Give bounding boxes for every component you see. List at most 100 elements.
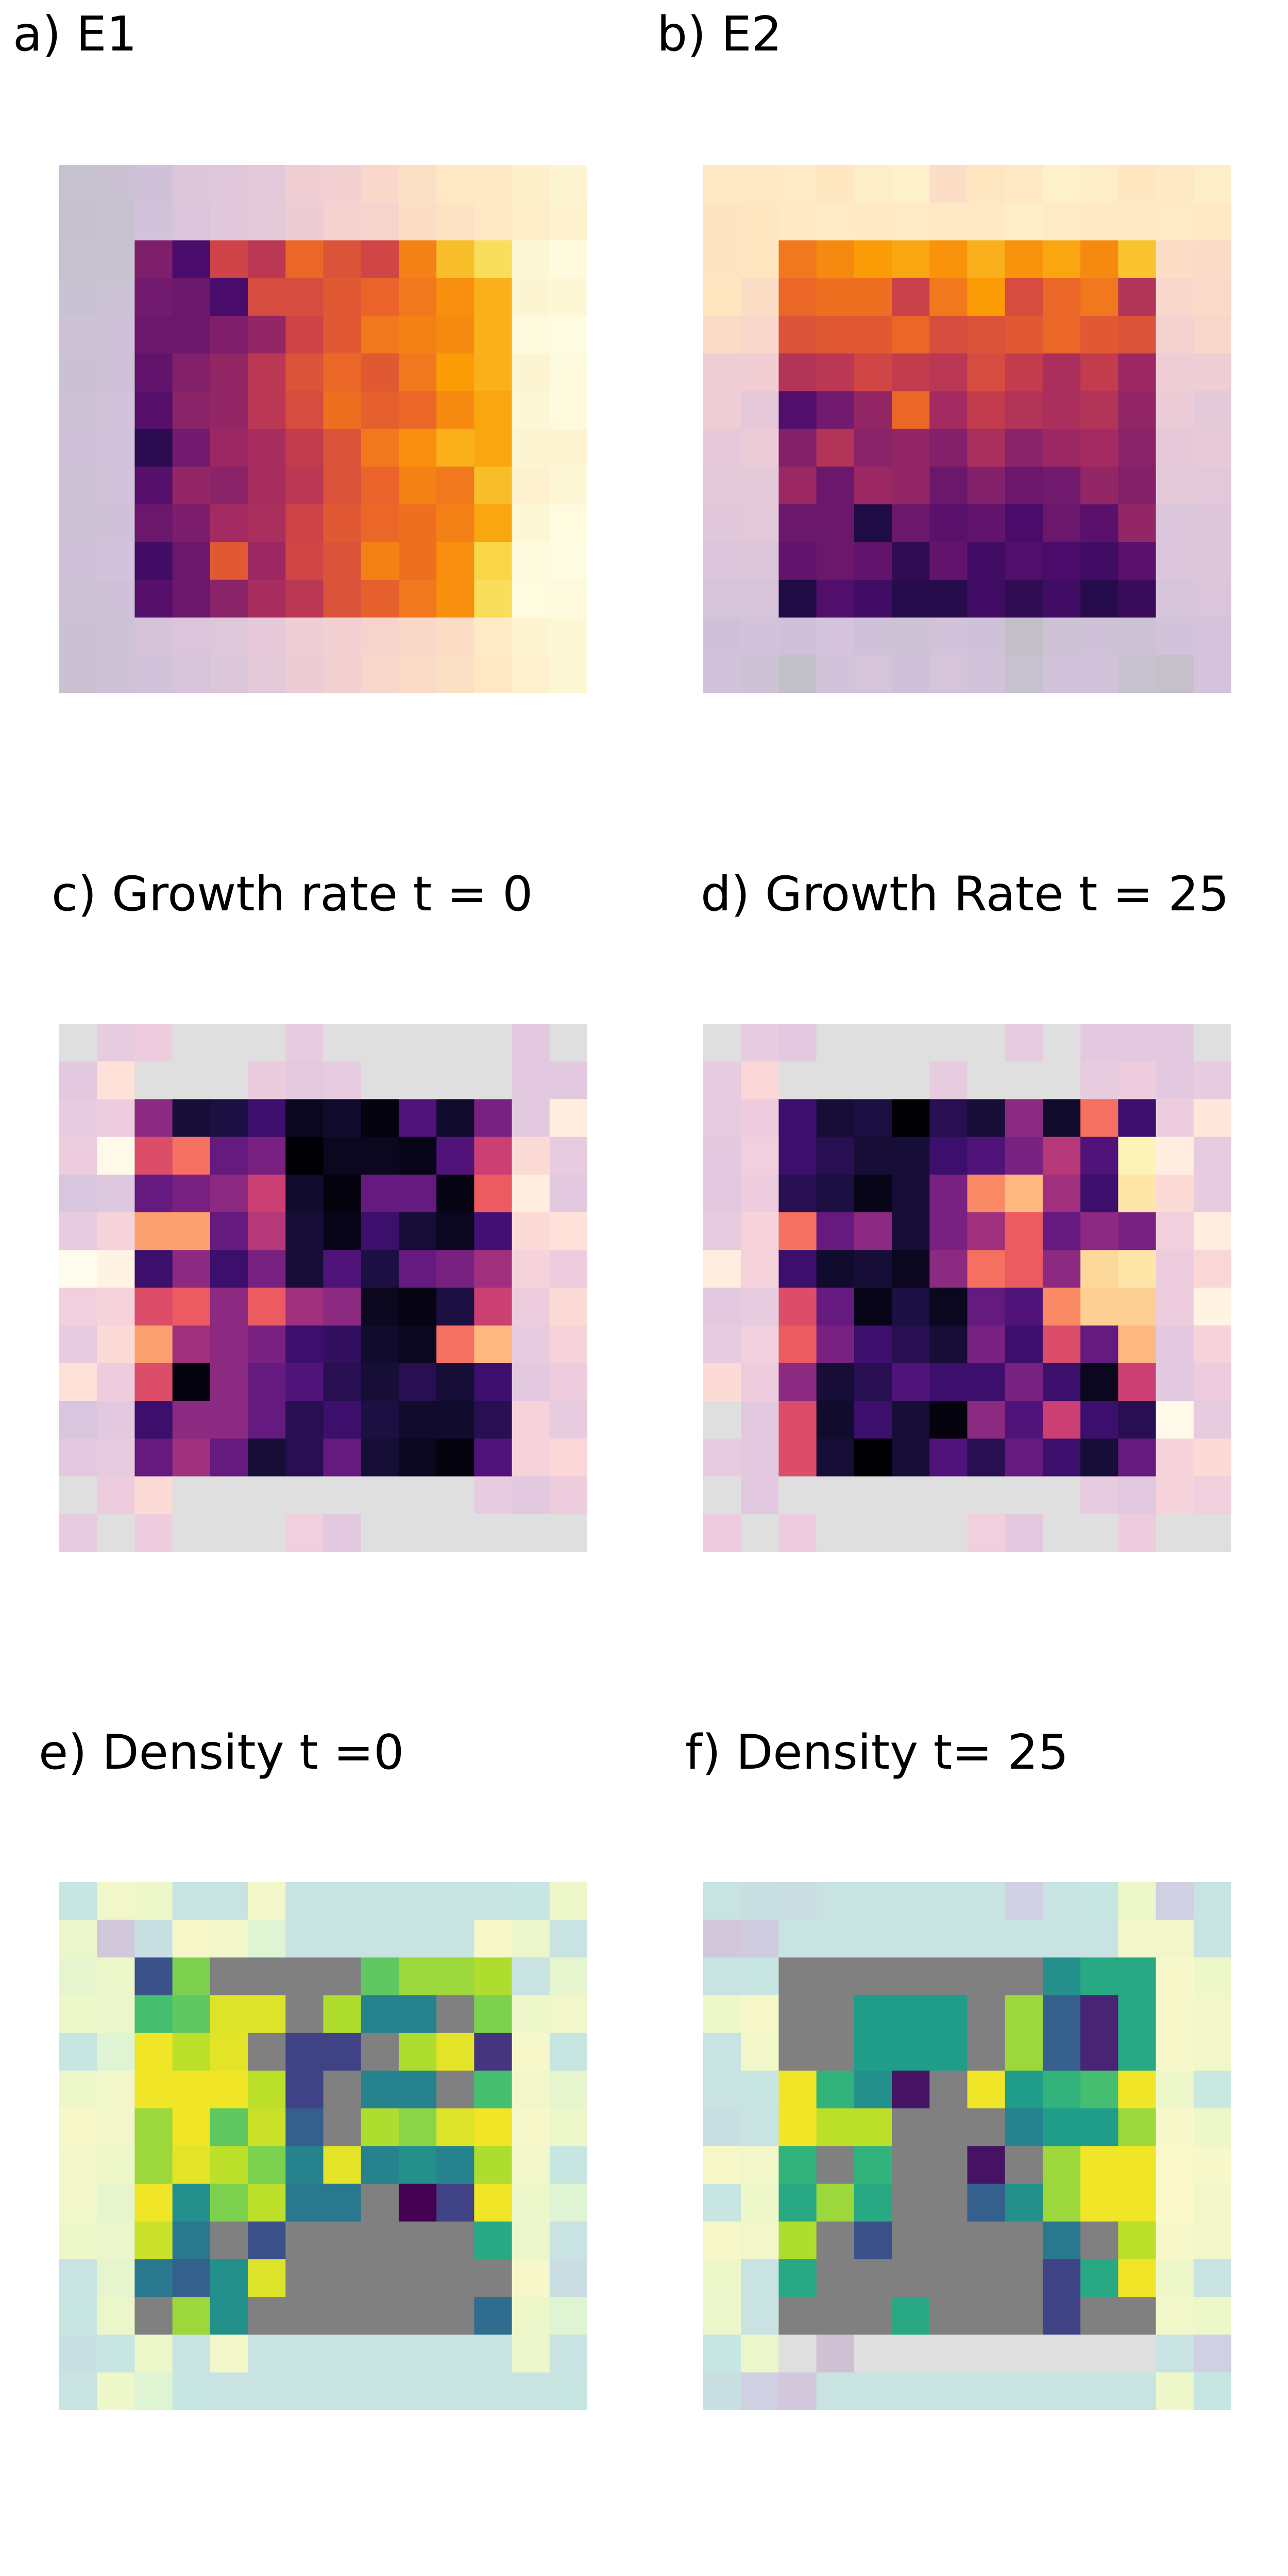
heatmap-cell	[361, 278, 399, 316]
heatmap-cell	[816, 2146, 855, 2184]
heatmap-cell	[210, 466, 248, 505]
heatmap-cell	[967, 2297, 1006, 2335]
heatmap-cell	[323, 391, 362, 430]
padding-cell	[1156, 278, 1194, 316]
panel-growth-rate-t25: d) Growth Rate t = 25	[644, 859, 1288, 1718]
heatmap-cell	[1005, 391, 1043, 430]
heatmap-cell	[929, 2071, 968, 2109]
padding-cell	[1042, 2372, 1081, 2410]
heatmap-cell	[929, 315, 968, 354]
padding-cell	[892, 1061, 930, 1100]
heatmap-cell	[474, 2032, 513, 2071]
heatmap-cell	[854, 1099, 892, 1138]
heatmap-cell	[134, 391, 173, 430]
padding-cell	[59, 1995, 97, 2033]
padding-cell	[248, 1024, 286, 1062]
padding-cell	[1193, 2334, 1231, 2373]
padding-cell	[1156, 1920, 1194, 1958]
heatmap-cell	[134, 1995, 173, 2033]
padding-cell	[741, 1882, 779, 1920]
heatmap-cell	[436, 353, 474, 392]
heatmap-cell	[1118, 466, 1157, 505]
padding-cell	[741, 655, 779, 693]
padding-cell	[436, 1024, 474, 1062]
padding-cell	[1156, 1212, 1194, 1250]
padding-cell	[1156, 2071, 1194, 2109]
heatmap-cell	[1118, 1174, 1157, 1213]
heatmap-cell	[436, 1099, 474, 1138]
heatmap-cell	[172, 1438, 211, 1477]
padding-cell	[778, 1920, 817, 1958]
padding-cell	[1156, 240, 1194, 279]
heatmap-cell	[474, 1363, 513, 1401]
heatmap-cell	[134, 240, 173, 279]
padding-cell	[59, 315, 97, 354]
heatmap-cell	[1080, 2146, 1118, 2184]
padding-cell	[59, 240, 97, 279]
padding-cell	[97, 1212, 135, 1250]
heatmap-cell	[210, 353, 248, 392]
padding-cell	[741, 1325, 779, 1364]
heatmap-cell	[929, 391, 968, 430]
padding-cell	[549, 1061, 587, 1100]
heatmap-cell	[1118, 1250, 1157, 1289]
padding-cell	[172, 1882, 211, 1920]
heatmap-cell	[134, 1438, 173, 1477]
heatmap-cell	[474, 2108, 513, 2147]
padding-cell	[703, 1476, 741, 1515]
heatmap-cell	[172, 1287, 211, 1326]
heatmap-cell	[967, 504, 1006, 543]
padding-cell	[549, 2183, 587, 2222]
padding-cell	[549, 315, 587, 354]
heatmap-cell	[892, 1325, 930, 1364]
padding-cell	[549, 617, 587, 656]
heatmap-cell	[1042, 1438, 1081, 1477]
heatmap-cell	[929, 1099, 968, 1138]
heatmap-cell	[323, 2259, 362, 2297]
padding-cell	[172, 1476, 211, 1515]
padding-cell	[1156, 429, 1194, 467]
heatmap-cell	[1005, 1099, 1043, 1138]
padding-cell	[741, 2297, 779, 2335]
padding-cell	[929, 2372, 968, 2410]
heatmap-cell	[1080, 353, 1118, 392]
padding-cell	[512, 504, 550, 543]
padding-cell	[1080, 655, 1118, 693]
heatmap-cell	[134, 353, 173, 392]
padding-cell	[512, 1212, 550, 1250]
padding-cell	[59, 278, 97, 316]
padding-cell	[816, 617, 855, 656]
padding-cell	[778, 2372, 817, 2410]
padding-cell	[1156, 2372, 1194, 2410]
heatmap-cell	[1042, 1325, 1081, 1364]
heatmap-cell	[474, 466, 513, 505]
heatmap-cell	[1042, 1174, 1081, 1213]
padding-cell	[59, 1061, 97, 1100]
padding-cell	[741, 391, 779, 430]
heatmap-cell	[778, 2108, 817, 2147]
padding-cell	[1193, 278, 1231, 316]
padding-cell	[1080, 165, 1118, 203]
heatmap-cell	[929, 542, 968, 580]
heatmap-cell	[778, 1995, 817, 2033]
padding-cell	[741, 580, 779, 618]
heatmap-cell	[210, 391, 248, 430]
padding-cell	[1005, 1061, 1043, 1100]
padding-cell	[1042, 202, 1081, 241]
padding-cell	[97, 391, 135, 430]
heatmap-cell	[816, 1363, 855, 1401]
heatmap-cell	[816, 429, 855, 467]
heatmap-cell	[1118, 2071, 1157, 2109]
heatmap-cell	[210, 1325, 248, 1364]
padding-cell	[778, 1514, 817, 1552]
heatmap-cell	[210, 2297, 248, 2335]
padding-cell	[172, 1514, 211, 1552]
heatmap-cell	[210, 1287, 248, 1326]
padding-cell	[248, 655, 286, 693]
padding-cell	[1156, 1957, 1194, 1996]
padding-cell	[134, 1882, 173, 1920]
padding-cell	[285, 1882, 324, 1920]
padding-cell	[323, 1476, 362, 1515]
heatmap-cell	[210, 1957, 248, 1996]
padding-cell	[703, 1325, 741, 1364]
